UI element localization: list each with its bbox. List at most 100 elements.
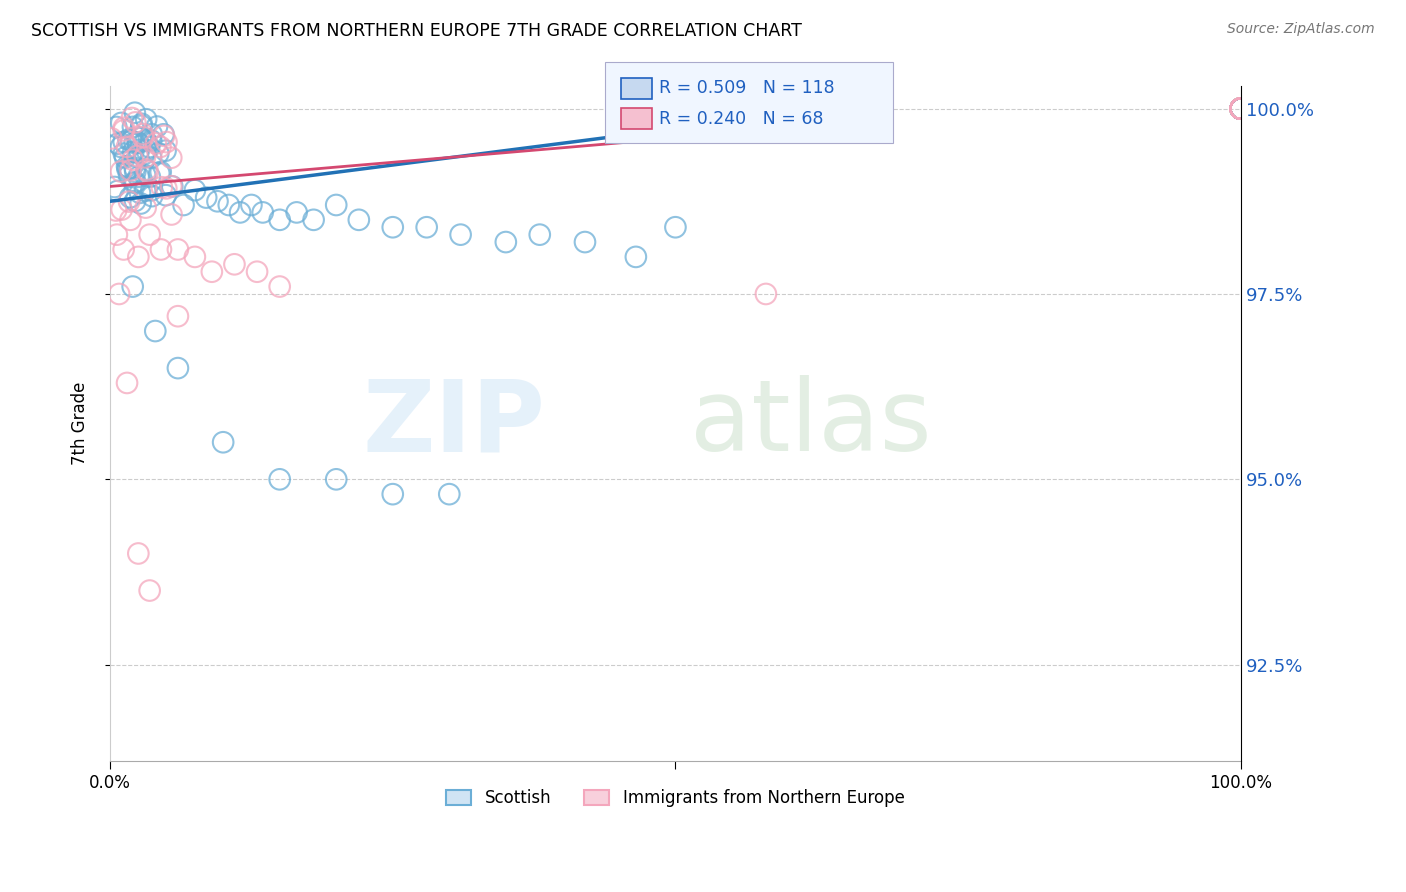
Point bbox=[153, 128, 176, 143]
Point bbox=[134, 146, 156, 161]
Point bbox=[110, 140, 132, 154]
Point bbox=[1230, 102, 1253, 116]
Point bbox=[124, 115, 146, 129]
Point bbox=[1230, 102, 1253, 116]
Point bbox=[1230, 102, 1253, 116]
Point bbox=[1230, 102, 1253, 116]
Point bbox=[115, 376, 138, 390]
Point bbox=[141, 127, 163, 141]
Point bbox=[1230, 102, 1253, 116]
Point bbox=[207, 194, 229, 209]
Point bbox=[112, 120, 135, 135]
Point bbox=[128, 143, 150, 157]
Point bbox=[167, 309, 190, 323]
Point bbox=[1230, 102, 1253, 116]
Point bbox=[150, 180, 173, 194]
Point bbox=[115, 140, 138, 154]
Point bbox=[1230, 102, 1253, 116]
Point bbox=[1230, 102, 1253, 116]
Point bbox=[110, 164, 132, 178]
Point bbox=[381, 487, 404, 501]
Point bbox=[131, 119, 153, 133]
Point bbox=[152, 128, 174, 142]
Point bbox=[269, 279, 291, 293]
Point bbox=[122, 120, 145, 134]
Point bbox=[129, 131, 152, 145]
Point bbox=[195, 190, 218, 204]
Point bbox=[1230, 102, 1253, 116]
Point bbox=[229, 205, 252, 219]
Point bbox=[135, 143, 157, 157]
Point bbox=[132, 127, 155, 141]
Point bbox=[1230, 102, 1253, 116]
Point bbox=[1230, 102, 1253, 116]
Point bbox=[574, 235, 596, 249]
Point bbox=[120, 163, 142, 178]
Point bbox=[755, 287, 778, 301]
Point bbox=[439, 487, 461, 501]
Point bbox=[105, 227, 128, 242]
Point bbox=[1230, 102, 1253, 116]
Point bbox=[1230, 102, 1253, 116]
Point bbox=[1230, 102, 1253, 116]
Point bbox=[1230, 102, 1253, 116]
Point bbox=[1230, 102, 1253, 116]
Point bbox=[1230, 102, 1253, 116]
Point bbox=[112, 146, 135, 161]
Point bbox=[1230, 102, 1253, 116]
Point bbox=[1230, 102, 1253, 116]
Point bbox=[664, 220, 686, 235]
Point bbox=[1230, 102, 1253, 116]
Point bbox=[1230, 102, 1253, 116]
Point bbox=[121, 279, 143, 293]
Point bbox=[1230, 102, 1253, 116]
Point bbox=[184, 250, 207, 264]
Point bbox=[124, 175, 146, 189]
Point bbox=[624, 250, 647, 264]
Text: R = 0.240   N = 68: R = 0.240 N = 68 bbox=[659, 110, 824, 128]
Point bbox=[160, 151, 183, 165]
Point bbox=[105, 203, 128, 218]
Point bbox=[1230, 102, 1253, 116]
Point bbox=[141, 134, 163, 148]
Point bbox=[155, 181, 177, 195]
Point bbox=[112, 123, 135, 137]
Text: R = 0.509   N = 118: R = 0.509 N = 118 bbox=[659, 79, 835, 97]
Point bbox=[1230, 102, 1253, 116]
Point bbox=[269, 212, 291, 227]
Point bbox=[129, 196, 152, 211]
Point bbox=[127, 136, 149, 150]
Text: SCOTTISH VS IMMIGRANTS FROM NORTHERN EUROPE 7TH GRADE CORRELATION CHART: SCOTTISH VS IMMIGRANTS FROM NORTHERN EUR… bbox=[31, 22, 801, 40]
Point bbox=[112, 243, 135, 257]
Y-axis label: 7th Grade: 7th Grade bbox=[72, 382, 89, 466]
Point bbox=[132, 130, 155, 145]
Point bbox=[1230, 102, 1253, 116]
Point bbox=[122, 145, 145, 159]
Point bbox=[529, 227, 551, 242]
Point bbox=[1230, 102, 1253, 116]
Point bbox=[149, 165, 172, 179]
Point bbox=[1230, 102, 1253, 116]
Point bbox=[1230, 102, 1253, 116]
Point bbox=[162, 179, 184, 194]
Point bbox=[143, 324, 166, 338]
Point bbox=[1230, 102, 1253, 116]
Point bbox=[1230, 102, 1253, 116]
Point bbox=[155, 135, 177, 149]
Point bbox=[141, 183, 163, 197]
Point bbox=[167, 361, 190, 376]
Point bbox=[135, 134, 157, 148]
Point bbox=[1230, 102, 1253, 116]
Point bbox=[110, 116, 132, 130]
Point bbox=[127, 136, 149, 151]
Point bbox=[120, 190, 142, 204]
Point bbox=[325, 472, 347, 486]
Point bbox=[415, 220, 437, 235]
Point bbox=[105, 120, 128, 134]
Point bbox=[1230, 102, 1253, 116]
Text: atlas: atlas bbox=[690, 376, 932, 472]
Point bbox=[129, 186, 152, 200]
Point bbox=[139, 151, 162, 165]
Point bbox=[135, 112, 157, 127]
Point bbox=[224, 257, 246, 271]
